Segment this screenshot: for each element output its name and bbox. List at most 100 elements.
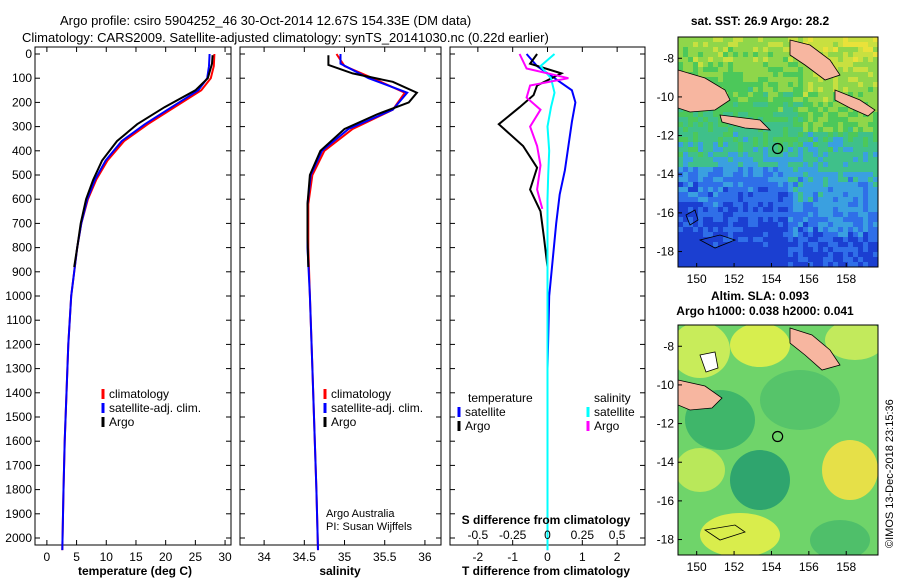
map-lon-label: 152 — [724, 560, 744, 574]
sst-pixel — [768, 152, 774, 158]
sst-pixel — [823, 137, 829, 143]
sst-pixel — [763, 97, 769, 103]
sst-pixel — [828, 182, 834, 188]
sst-pixel — [748, 112, 754, 118]
sst-pixel — [803, 227, 809, 233]
sst-pixel — [873, 222, 878, 228]
sst-pixel — [843, 242, 849, 248]
sst-pixel — [858, 42, 864, 48]
sst-pixel — [808, 87, 814, 93]
sst-pixel — [698, 242, 704, 248]
sst-pixel — [688, 217, 694, 223]
sst-pixel — [748, 157, 754, 163]
sst-pixel — [808, 222, 814, 228]
sst-pixel — [688, 122, 694, 128]
sst-pixel — [833, 162, 839, 168]
sst-pixel — [823, 142, 829, 148]
sst-pixel — [753, 212, 759, 218]
sst-pixel — [853, 112, 859, 118]
sst-pixel — [738, 82, 744, 88]
sst-pixel — [723, 67, 729, 73]
sst-pixel — [828, 217, 834, 223]
sst-pixel — [858, 207, 864, 213]
sst-pixel — [693, 152, 699, 158]
sst-pixel — [808, 202, 814, 208]
sst-pixel — [678, 217, 684, 223]
sst-pixel — [708, 227, 714, 233]
sst-pixel — [853, 92, 859, 98]
sst-pixel — [728, 87, 734, 93]
sst-pixel — [783, 222, 789, 228]
sst-pixel — [768, 137, 774, 143]
sst-pixel — [683, 237, 689, 243]
sst-pixel — [768, 257, 774, 263]
sst-pixel — [843, 227, 849, 233]
sst-pixel — [803, 217, 809, 223]
sst-pixel — [678, 142, 684, 148]
sst-pixel — [793, 222, 799, 228]
sst-pixel — [693, 237, 699, 243]
x-tick-label: 35.5 — [373, 550, 397, 564]
sst-pixel — [863, 77, 869, 83]
sst-pixel — [763, 182, 769, 188]
sst-pixel — [778, 37, 784, 43]
sst-pixel — [778, 247, 784, 253]
sst-pixel — [743, 77, 749, 83]
sst-pixel — [793, 167, 799, 173]
sst-pixel — [723, 212, 729, 218]
sst-pixel — [748, 97, 754, 103]
sst-pixel — [778, 197, 784, 203]
sst-pixel — [808, 112, 814, 118]
difference-y-ticks — [450, 53, 645, 539]
sst-pixel — [713, 202, 719, 208]
sst-pixel — [848, 72, 854, 78]
sst-pixel — [868, 147, 874, 153]
sst-pixel — [788, 177, 794, 183]
sst-pixel — [713, 72, 719, 78]
sst-pixel — [778, 122, 784, 128]
reef-outline — [698, 234, 737, 249]
sst-pixel — [758, 72, 764, 78]
sst-pixel — [758, 212, 764, 218]
sst-pixel — [863, 262, 869, 267]
sst-pixel — [713, 232, 719, 238]
sst-pixel — [718, 117, 724, 123]
sst-pixel — [768, 117, 774, 123]
sst-pixel — [743, 47, 749, 53]
sst-pixel — [768, 177, 774, 183]
sst-pixel — [793, 237, 799, 243]
sst-pixel — [833, 137, 839, 143]
sst-pixel — [718, 257, 724, 263]
sst-pixel — [763, 197, 769, 203]
sst-pixel — [798, 197, 804, 203]
sst-pixel — [748, 62, 754, 68]
sst-pixel — [693, 157, 699, 163]
float-position-marker — [772, 430, 784, 443]
sst-pixel — [858, 77, 864, 83]
sst-pixel — [683, 52, 689, 58]
sst-pixel — [868, 132, 874, 138]
sst-pixel — [683, 112, 689, 118]
sst-pixel — [808, 167, 814, 173]
sst-pixel — [843, 232, 849, 238]
sst-pixel — [798, 137, 804, 143]
sst-pixel — [853, 212, 859, 218]
sst-pixel — [853, 207, 859, 213]
sst-pixel — [863, 47, 869, 53]
sst-pixel — [803, 152, 809, 158]
sst-pixel — [753, 72, 759, 78]
sst-pixel — [853, 232, 859, 238]
sst-pixel — [838, 62, 844, 68]
sst-pixel — [718, 182, 724, 188]
sst-pixel — [703, 242, 709, 248]
sst-pixel — [808, 207, 814, 213]
sst-pixel — [728, 262, 734, 267]
sst-pixel — [733, 67, 739, 73]
sst-pixel — [778, 137, 784, 143]
sst-pixel — [773, 202, 779, 208]
sst-pixel — [693, 197, 699, 203]
sst-pixel — [838, 177, 844, 183]
sst-pixel — [838, 252, 844, 258]
sst-pixel — [718, 157, 724, 163]
